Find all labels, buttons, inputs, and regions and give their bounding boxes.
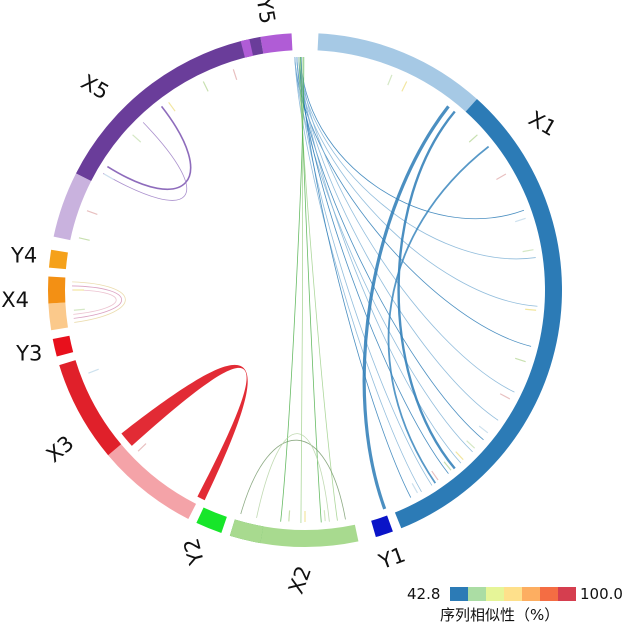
legend-title: 序列相似性（%） xyxy=(440,606,559,624)
label-y3: Y3 xyxy=(15,342,42,366)
synteny-link xyxy=(300,57,412,498)
legend-swatch xyxy=(450,587,468,601)
chromosome-y5-fragment xyxy=(240,39,254,58)
chromosome-y2 xyxy=(196,507,227,533)
legend-swatch xyxy=(558,587,576,601)
label-x5: X5 xyxy=(77,70,113,105)
synteny-link xyxy=(256,433,330,522)
similarity-legend: 42.8 100.0 序列相似性（%） xyxy=(407,585,623,624)
feature-tick xyxy=(132,134,142,143)
legend-swatch xyxy=(522,587,540,601)
label-y2: Y2 xyxy=(179,536,209,568)
synteny-link xyxy=(300,57,322,523)
chromosome-x4-part-b xyxy=(48,276,66,304)
chromosome-labels: Y5 X1 Y1 X2 Y2 X3 Y3 X4 Y4 X5 xyxy=(1,0,560,597)
synteny-link xyxy=(280,57,305,522)
synteny-link xyxy=(397,110,456,470)
synteny-links xyxy=(71,57,538,523)
chromosome-y4 xyxy=(48,249,68,270)
chromosome-x3-part-b xyxy=(59,360,122,456)
feature-tick xyxy=(232,69,238,81)
chromosome-x5-part-a xyxy=(53,173,92,241)
feature-tick xyxy=(103,173,114,181)
feature-tick xyxy=(455,451,464,461)
legend-swatch xyxy=(540,587,558,601)
label-y4: Y4 xyxy=(10,244,37,268)
feature-tick xyxy=(431,470,439,481)
feature-tick xyxy=(78,237,90,241)
feature-tick xyxy=(323,510,326,522)
chromosome-x2-part-c xyxy=(229,519,264,544)
label-y1: Y1 xyxy=(375,542,409,574)
label-x3: X3 xyxy=(42,431,79,467)
legend-swatch xyxy=(468,587,486,601)
synteny-link xyxy=(300,57,525,220)
synteny-link xyxy=(387,145,490,484)
feature-tick xyxy=(401,81,408,92)
synteny-link xyxy=(362,105,450,510)
chromosome-y3 xyxy=(52,335,74,357)
feature-tick xyxy=(522,249,534,253)
synteny-link xyxy=(71,289,117,315)
synteny-link xyxy=(103,122,187,201)
feature-tick xyxy=(466,440,476,449)
synteny-link xyxy=(300,57,515,393)
feature-tick xyxy=(525,308,537,311)
chromosome-x3-part-a xyxy=(108,444,197,519)
synteny-link xyxy=(294,57,422,492)
feature-tick xyxy=(443,461,452,471)
label-x4: X4 xyxy=(1,288,29,312)
label-x1: X1 xyxy=(525,106,561,141)
legend-swatch xyxy=(504,587,522,601)
feature-tick xyxy=(73,308,85,311)
feature-tick xyxy=(411,483,419,494)
label-y5: Y5 xyxy=(251,0,279,26)
legend-max-value: 100.0 xyxy=(580,585,623,603)
synteny-link xyxy=(72,285,122,319)
synteny-link xyxy=(298,57,449,474)
chromosome-x5-part-b xyxy=(76,36,264,182)
synteny-link xyxy=(72,281,126,323)
label-x2: X2 xyxy=(284,563,316,597)
feature-tick xyxy=(496,173,507,181)
synteny-link xyxy=(240,439,346,520)
synteny-link xyxy=(300,57,304,523)
feature-tick xyxy=(468,134,478,143)
feature-tick xyxy=(88,368,99,374)
synteny-link xyxy=(298,57,338,521)
synteny-ribbon xyxy=(121,364,248,501)
chromosome-x1-part-b xyxy=(394,99,562,529)
feature-tick xyxy=(202,81,209,92)
feature-tick xyxy=(478,425,489,434)
chromosome-x1-part-a xyxy=(317,33,477,112)
legend-min-value: 42.8 xyxy=(407,585,440,603)
feature-tick xyxy=(514,357,526,363)
feature-tick xyxy=(499,393,511,400)
feature-ticks xyxy=(73,69,537,522)
chromosome-y1 xyxy=(371,515,393,538)
chromosome-x2-part-a xyxy=(260,524,359,547)
feature-tick xyxy=(387,74,393,86)
feature-tick xyxy=(288,510,291,522)
legend-color-bar xyxy=(450,587,576,601)
synteny-link xyxy=(294,57,473,453)
feature-tick xyxy=(514,217,526,223)
chromosome-x4-part-a xyxy=(48,302,68,331)
synteny-link xyxy=(300,57,462,464)
feature-tick xyxy=(168,101,176,112)
feature-tick xyxy=(137,443,147,452)
legend-swatch xyxy=(486,587,504,601)
feature-tick xyxy=(86,210,98,215)
chromosome-ring xyxy=(48,33,562,547)
chromosome-y5 xyxy=(260,33,293,54)
